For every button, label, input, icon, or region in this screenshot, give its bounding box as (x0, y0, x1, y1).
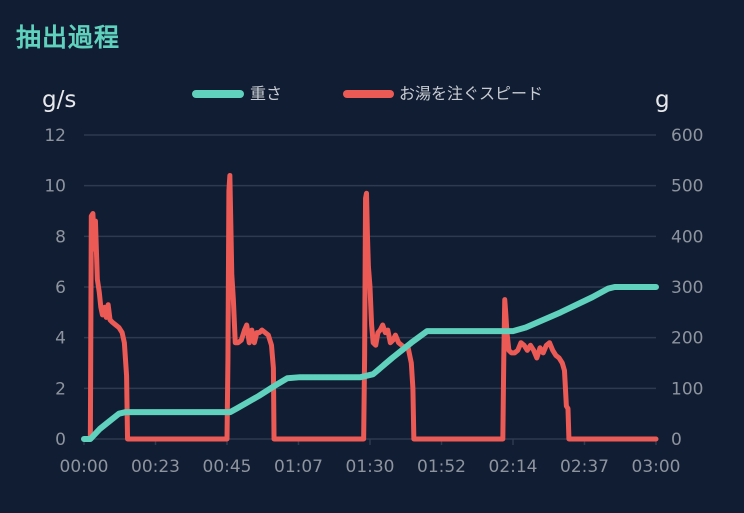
left-tick-label: 12 (44, 126, 66, 146)
x-axis-ticks: 00:00 00:23 00:45 01:07 01:30 01:52 02:14 02:37… (60, 439, 681, 477)
series-line-weight (81, 284, 659, 442)
x-tick-label: 01:07 (274, 457, 323, 477)
series-lines (81, 173, 659, 442)
right-tick-label: 600 (671, 126, 703, 146)
page-title: 抽出過程 (16, 23, 121, 52)
legend-item-weight[interactable]: 重さ (192, 84, 282, 103)
legend-label-weight: 重さ (250, 84, 282, 103)
left-tick-label: 8 (55, 227, 66, 247)
right-tick-label: 400 (671, 227, 703, 247)
left-axis-unit-label: g/s (42, 87, 76, 113)
x-tick-label: 02:14 (489, 457, 538, 477)
legend-item-pour-speed[interactable]: お湯を注ぐスピード (343, 84, 543, 103)
x-tick-label: 00:00 (60, 457, 109, 477)
left-tick-label: 2 (55, 379, 66, 399)
legend-label-pour-speed: お湯を注ぐスピード (399, 84, 543, 103)
left-tick-label: 10 (44, 177, 66, 197)
x-tick-label: 03:00 (632, 457, 681, 477)
left-tick-label: 6 (55, 278, 66, 298)
left-tick-label: 0 (55, 430, 66, 450)
right-tick-label: 100 (671, 379, 703, 399)
left-tick-label: 4 (55, 329, 66, 349)
right-tick-label: 300 (671, 278, 703, 298)
x-tick-label: 00:45 (203, 457, 252, 477)
x-tick-label: 01:52 (417, 457, 466, 477)
right-axis-unit-label: g (655, 87, 670, 113)
right-tick-label: 200 (671, 329, 703, 349)
right-tick-label: 500 (671, 177, 703, 197)
x-tick-label: 01:30 (346, 457, 395, 477)
x-tick-label: 00:23 (131, 457, 180, 477)
series-line-pour-speed (81, 173, 659, 442)
right-axis-ticks: 0 100 200 300 400 500 600 (671, 126, 703, 450)
legend: 重さ お湯を注ぐスピード (192, 84, 543, 103)
left-axis-ticks: 0 2 4 6 8 10 12 (44, 126, 66, 450)
right-tick-label: 0 (671, 430, 682, 450)
x-tick-label: 02:37 (560, 457, 609, 477)
